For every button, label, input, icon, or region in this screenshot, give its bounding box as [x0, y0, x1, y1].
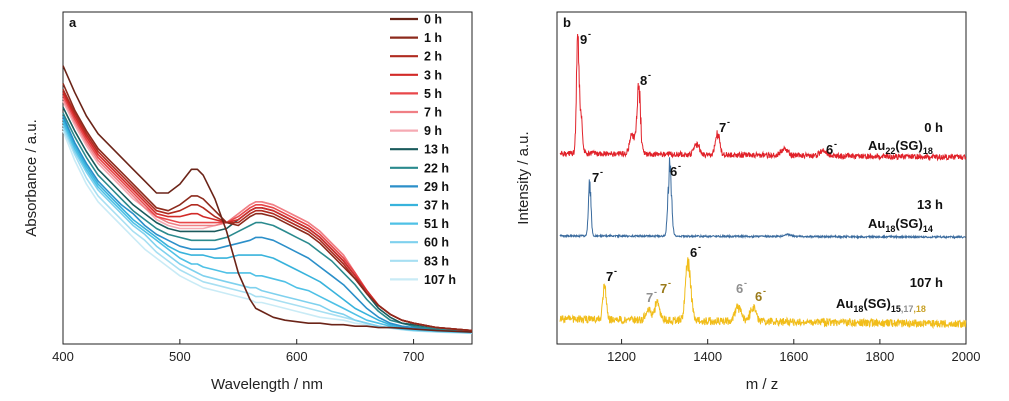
x-tick-label: 700	[403, 349, 425, 364]
trace-0h	[559, 33, 967, 162]
legend-label: 0 h	[424, 13, 442, 27]
series-line-83h	[62, 127, 473, 334]
legend-label: 22 h	[424, 161, 449, 175]
panel-a-series	[62, 65, 473, 335]
panel-b-x-ticks: 1200 1400 1600 1800 2000	[607, 339, 980, 364]
peak-label: 7	[646, 290, 653, 305]
legend-label: 37 h	[424, 199, 449, 213]
peak-charge-sign: -	[654, 287, 657, 297]
legend-label: 1 h	[424, 31, 442, 45]
peak-label: 7	[660, 281, 667, 296]
series-line-37h	[62, 118, 473, 333]
series-line-1h	[62, 83, 473, 332]
peak-charge-sign: -	[727, 117, 730, 127]
panel-a-y-axis-label: Absorbance / a.u.	[23, 119, 40, 237]
x-tick-label: 1400	[693, 349, 722, 364]
x-tick-label: 1800	[865, 349, 894, 364]
peak-charge-sign: -	[834, 139, 837, 149]
peak-charge-sign: -	[744, 278, 747, 288]
peak-charge-sign: -	[698, 242, 701, 252]
peak-charge-sign: -	[614, 266, 617, 276]
x-tick-label: 2000	[952, 349, 981, 364]
peak-label: 6	[736, 281, 743, 296]
panel-a-label: a	[69, 15, 77, 30]
legend-label: 2 h	[424, 50, 442, 64]
legend-label: 60 h	[424, 236, 449, 250]
series-line-0h	[62, 65, 473, 333]
peak-label: 7	[719, 120, 726, 135]
series-line-51h	[62, 121, 473, 334]
panel-b-series	[559, 33, 967, 330]
trace-time-label: 107 h	[910, 275, 943, 290]
panel-b-label: b	[563, 15, 571, 30]
trace-107h	[559, 257, 967, 330]
cluster-formula: Au18(SG)14	[868, 216, 933, 234]
legend-label: 29 h	[424, 180, 449, 194]
peak-charge-sign: -	[668, 278, 671, 288]
x-tick-label: 1200	[607, 349, 636, 364]
peak-charge-sign: -	[588, 29, 591, 39]
series-line-29h	[62, 115, 473, 333]
legend-label: 5 h	[424, 87, 442, 101]
peak-label: 7	[606, 269, 613, 284]
peak-charge-sign: -	[678, 161, 681, 171]
peak-label: 6	[755, 289, 762, 304]
panel-a-x-axis-label: Wavelength / nm	[211, 376, 323, 393]
legend-label: 9 h	[424, 124, 442, 138]
series-line-13h	[62, 106, 473, 332]
peak-charge-sign: -	[600, 167, 603, 177]
trace-time-label: 0 h	[924, 120, 943, 135]
panel-b-plot-frame	[556, 11, 967, 345]
panel-a-legend: 0 h 1 h 2 h 3 h 5 h 7 h 9 h 13 h 22 h 29 h 37 h 51 …	[390, 13, 456, 287]
peak-label: 6	[826, 142, 833, 157]
legend-label: 3 h	[424, 68, 442, 82]
cluster-formula: Au18(SG)15,17,18	[836, 296, 926, 314]
peak-label: 9	[580, 32, 587, 47]
x-tick-label: 1600	[779, 349, 808, 364]
series-line-60h	[62, 124, 473, 334]
legend-label: 107 h	[424, 273, 456, 287]
legend-label: 83 h	[424, 254, 449, 268]
legend-label: 51 h	[424, 217, 449, 231]
panel-b-annotations: 9 -8 -7 -6 -7-6 -7 -7-7 -6 -6 -6 -0 hAu22(SG)1813 …	[580, 29, 943, 314]
legend-label: 13 h	[424, 143, 449, 157]
peak-charge-sign: -	[648, 70, 651, 80]
peak-label: 7	[592, 170, 599, 185]
trace-time-label: 13 h	[917, 197, 943, 212]
series-line-22h	[62, 112, 473, 333]
legend-label: 7 h	[424, 106, 442, 120]
panel-b-y-axis-label: Intensity / a.u.	[515, 131, 532, 224]
panel-a: a 400 500 600 700 0 h 1 h 2 h 3 h 5 h 7 h 9 h 13 h…	[23, 11, 473, 393]
peak-label: 8	[640, 73, 647, 88]
x-tick-label: 600	[286, 349, 308, 364]
panel-b-x-axis-label: m / z	[746, 376, 779, 393]
cluster-formula: Au22(SG)18	[868, 138, 933, 156]
peak-label: 6	[670, 164, 677, 179]
peak-label: 6	[690, 245, 697, 260]
peak-charge-sign: -	[763, 286, 766, 296]
x-tick-label: 400	[52, 349, 74, 364]
trace-13h	[559, 157, 966, 240]
panel-a-plot-frame	[62, 11, 473, 345]
panel-b: b 1200 1400 1600 1800 2000 9 -8 -7 -6 -7-6 -7 -7-7…	[515, 11, 980, 393]
x-tick-label: 500	[169, 349, 191, 364]
series-line-3h	[62, 91, 473, 332]
panel-a-x-ticks: 400 500 600 700	[52, 339, 424, 364]
